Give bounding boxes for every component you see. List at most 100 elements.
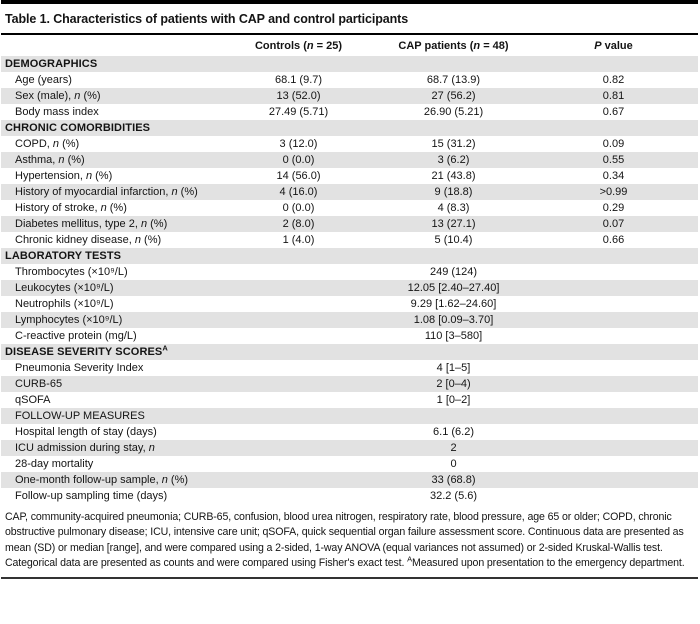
cap-patients-value: 15 (31.2)	[431, 138, 476, 150]
controls-value	[241, 296, 356, 312]
column-header-controls: Controls (n = 25)	[254, 39, 343, 52]
row-label: DEMOGRAPHICS	[5, 58, 98, 70]
row-label: CHRONIC COMORBIDITIES	[5, 122, 151, 134]
cap-patients-value: 12.05 [2.40–27.40]	[407, 282, 500, 294]
cap-patients-value: 0	[450, 458, 457, 470]
controls-value	[241, 120, 356, 136]
table-row: Lymphocytes (×10⁹/L) 1.08 [0.09–3.70]	[1, 312, 698, 328]
row-label: 28-day mortality	[15, 458, 94, 470]
table-row: ICU admission during stay, n 2	[1, 440, 698, 456]
controls-value	[241, 328, 356, 344]
controls-value: 2 (8.0)	[282, 218, 315, 230]
table-header-row: Controls (n = 25) CAP patients (n = 48) …	[1, 35, 698, 56]
p-value	[551, 312, 676, 328]
cap-patients-value: 6.1 (6.2)	[433, 426, 474, 438]
subheader-row: FOLLOW-UP MEASURES	[1, 408, 698, 424]
controls-value	[241, 360, 356, 376]
table-row: Pneumonia Severity Index 4 [1–5]	[1, 360, 698, 376]
cap-patients-value: 5 (10.4)	[434, 234, 473, 246]
controls-value: 27.49 (5.71)	[268, 106, 329, 118]
p-value	[551, 376, 676, 392]
column-header-p-value: P value	[594, 39, 633, 52]
table-rows: DEMOGRAPHICS Age (years) 68.1 (9.7) 68.7 (1…	[1, 56, 700, 504]
p-value	[551, 488, 676, 504]
section-row: DISEASE SEVERITY SCORESA	[1, 344, 698, 360]
p-value: 0.82	[602, 74, 625, 86]
row-label: Follow-up sampling time (days)	[15, 490, 168, 502]
row-label: Sex (male), n (%)	[15, 90, 101, 102]
controls-value: 4 (16.0)	[279, 186, 318, 198]
p-value: >0.99	[599, 186, 628, 198]
p-value	[551, 424, 676, 440]
p-value	[551, 248, 676, 264]
controls-value	[241, 56, 356, 72]
cap-patients-value: 110 [3–580]	[424, 330, 483, 342]
table-row: 28-day mortality 0	[1, 456, 698, 472]
table-title: Table 1. Characteristics of patients wit…	[1, 4, 698, 35]
cap-patients-value: 1 [0–2]	[436, 394, 471, 406]
controls-value	[241, 424, 356, 440]
table-row: History of myocardial infarction, n (%) 4…	[1, 184, 698, 200]
controls-value	[241, 280, 356, 296]
p-value: 0.67	[602, 106, 625, 118]
controls-value	[241, 392, 356, 408]
cap-patients-value: 13 (27.1)	[431, 218, 476, 230]
row-label: DISEASE SEVERITY SCORESA	[5, 343, 168, 358]
p-value: 0.55	[602, 154, 625, 166]
table-row: CURB-65 2 [0–4)	[1, 376, 698, 392]
table-row: Leukocytes (×10⁹/L) 12.05 [2.40–27.40]	[1, 280, 698, 296]
p-value: 0.07	[602, 218, 625, 230]
controls-value: 13 (52.0)	[276, 90, 321, 102]
cap-patients-value	[356, 56, 551, 72]
table-row: History of stroke, n (%) 0 (0.0) 4 (8.3) 0.…	[1, 200, 698, 216]
row-label: ICU admission during stay, n	[15, 442, 155, 454]
cap-patients-value: 4 (8.3)	[437, 202, 470, 214]
controls-value	[241, 440, 356, 456]
p-value	[551, 344, 676, 360]
controls-value: 68.1 (9.7)	[274, 74, 323, 86]
cap-patients-value	[356, 120, 551, 136]
cap-patients-value: 249 (124)	[429, 266, 478, 278]
p-value: 0.29	[602, 202, 625, 214]
cap-patients-value	[356, 248, 551, 264]
row-label: One-month follow-up sample, n (%)	[15, 474, 189, 486]
controls-value	[241, 472, 356, 488]
row-label: Age (years)	[15, 74, 72, 86]
cap-patients-value: 9 (18.8)	[434, 186, 473, 198]
row-label: LABORATORY TESTS	[5, 250, 122, 262]
row-label: Chronic kidney disease, n (%)	[15, 234, 162, 246]
cap-patients-value: 68.7 (13.9)	[426, 74, 481, 86]
cap-patients-value: 4 [1–5]	[436, 362, 471, 374]
cap-patients-value: 21 (43.8)	[431, 170, 476, 182]
p-value	[551, 472, 676, 488]
cap-patients-value	[356, 344, 551, 360]
row-label: Hospital length of stay (days)	[15, 426, 157, 438]
p-value: 0.34	[602, 170, 625, 182]
cap-patients-value: 3 (6.2)	[437, 154, 470, 166]
row-label: Neutrophils (×10⁹/L)	[15, 298, 114, 310]
table-row: Age (years) 68.1 (9.7) 68.7 (13.9) 0.82	[1, 72, 698, 88]
p-value	[551, 296, 676, 312]
controls-value: 3 (12.0)	[279, 138, 318, 150]
cap-patients-value: 33 (68.8)	[431, 474, 476, 486]
table-row: Hypertension, n (%) 14 (56.0) 21 (43.8) 0.3…	[1, 168, 698, 184]
p-value: 0.66	[602, 234, 625, 246]
row-label: Asthma, n (%)	[15, 154, 85, 166]
table-row: One-month follow-up sample, n (%) 33 (68.…	[1, 472, 698, 488]
row-label: qSOFA	[15, 394, 51, 406]
section-row: LABORATORY TESTS	[1, 248, 698, 264]
row-label: Thrombocytes (×10⁹/L)	[15, 266, 128, 278]
row-label: Diabetes mellitus, type 2, n (%)	[15, 218, 168, 230]
controls-value: 1 (4.0)	[282, 234, 315, 246]
cap-patients-value: 1.08 [0.09–3.70]	[413, 314, 494, 326]
table-row: qSOFA 1 [0–2]	[1, 392, 698, 408]
row-label: C-reactive protein (mg/L)	[15, 330, 137, 342]
controls-value	[241, 248, 356, 264]
section-row: DEMOGRAPHICS	[1, 56, 698, 72]
p-value	[551, 280, 676, 296]
row-label: CURB-65	[15, 378, 63, 390]
p-value: 0.81	[602, 90, 625, 102]
table-row: Follow-up sampling time (days) 32.2 (5.6)	[1, 488, 698, 504]
controls-value: 0 (0.0)	[282, 154, 315, 166]
